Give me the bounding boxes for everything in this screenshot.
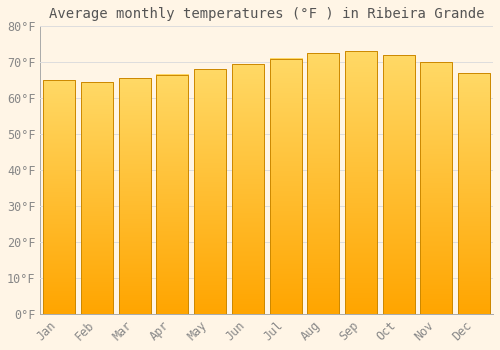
Bar <box>458 73 490 314</box>
Bar <box>43 80 75 314</box>
Bar <box>156 75 188 314</box>
Bar <box>270 59 302 314</box>
Bar <box>420 62 452 314</box>
Bar <box>232 64 264 314</box>
Title: Average monthly temperatures (°F ) in Ribeira Grande: Average monthly temperatures (°F ) in Ri… <box>49 7 484 21</box>
Bar <box>307 53 340 314</box>
Bar <box>194 69 226 314</box>
Bar <box>345 51 377 314</box>
Bar <box>81 82 113 314</box>
Bar <box>118 78 150 314</box>
Bar <box>382 55 415 314</box>
